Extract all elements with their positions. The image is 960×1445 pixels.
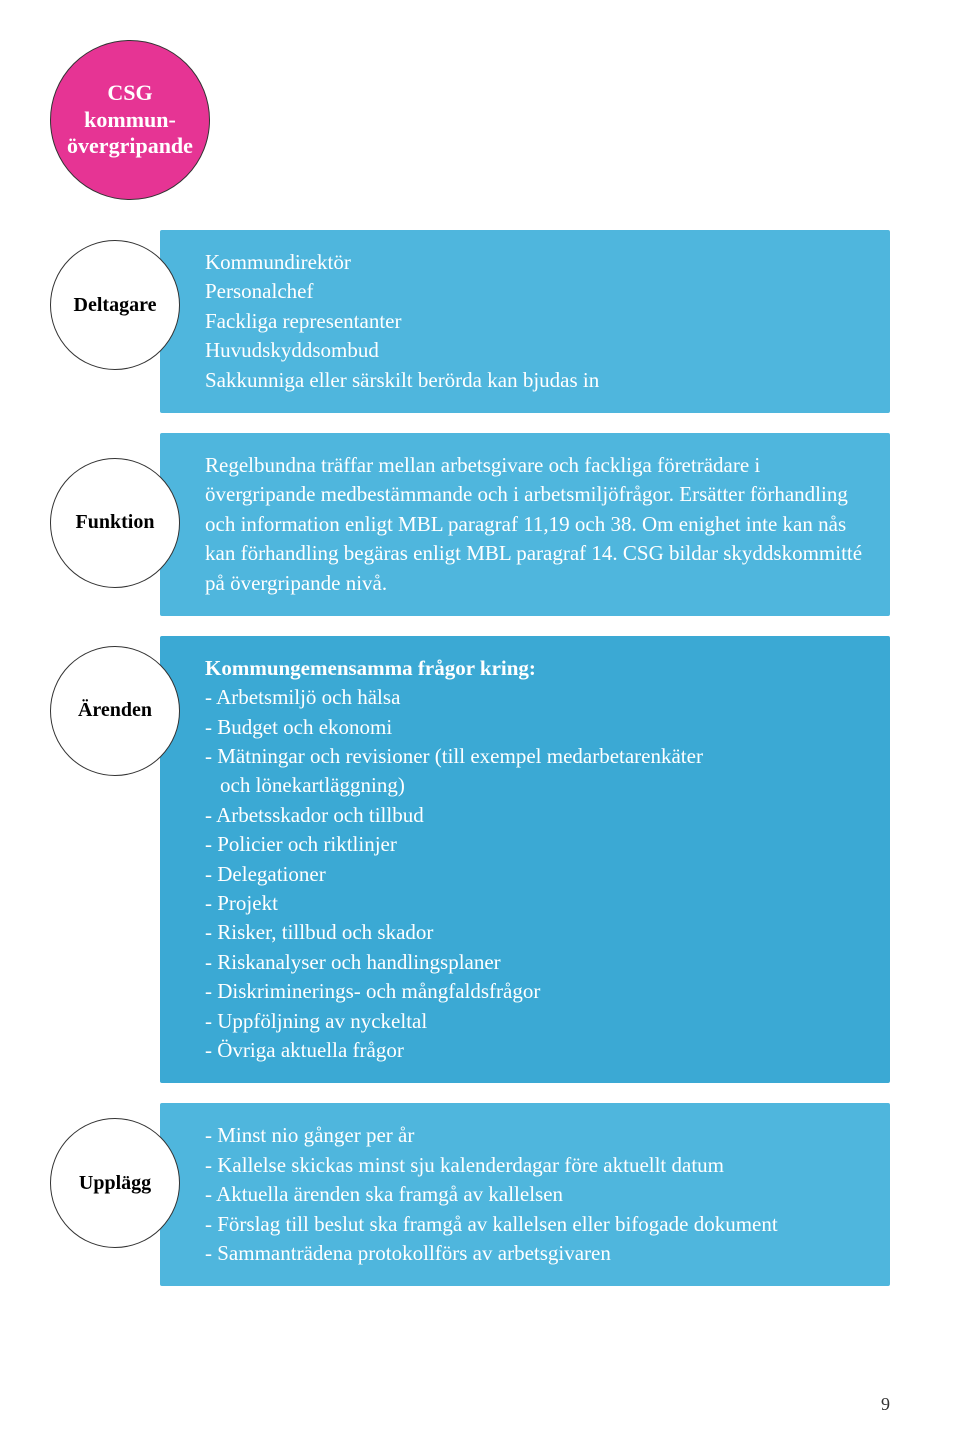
upplagg-item: Kallelse skickas minst sju kalenderdagar…: [205, 1151, 865, 1180]
arenden-item: Mätningar och revisioner (till exempel m…: [205, 742, 865, 771]
header-line3: övergripande: [67, 133, 193, 159]
header-circle: CSG kommun- övergripande: [50, 40, 210, 200]
header-line2: kommun-: [84, 107, 176, 133]
deltagare-line: Huvudskyddsombud: [205, 336, 865, 365]
arenden-item: Policier och riktlinjer: [205, 830, 865, 859]
label-text: Upplägg: [79, 1172, 151, 1195]
deltagare-line: Personalchef: [205, 277, 865, 306]
deltagare-line: Sakkunniga eller särskilt berörda kan bj…: [205, 366, 865, 395]
arenden-item: Arbetsskador och tillbud: [205, 801, 865, 830]
section-deltagare: Deltagare KommundirektörPersonalchefFack…: [50, 230, 890, 413]
label-funktion: Funktion: [50, 458, 180, 588]
content-deltagare: KommundirektörPersonalchefFackliga repre…: [160, 230, 890, 413]
section-arenden: Ärenden Kommungemensamma frågor kring:Ar…: [50, 636, 890, 1083]
upplagg-item: Minst nio gånger per år: [205, 1121, 865, 1150]
label-arenden: Ärenden: [50, 646, 180, 776]
upplagg-item: Förslag till beslut ska framgå av kallel…: [205, 1210, 865, 1239]
arenden-heading: Kommungemensamma frågor kring:: [205, 654, 865, 683]
deltagare-line: Kommundirektör: [205, 248, 865, 277]
arenden-item: Uppföljning av nyckeltal: [205, 1007, 865, 1036]
arenden-item-indent: och lönekartläggning): [205, 771, 865, 800]
arenden-item: Delegationer: [205, 860, 865, 889]
arenden-item: Riskanalyser och handlingsplaner: [205, 948, 865, 977]
arenden-item: Arbetsmiljö och hälsa: [205, 683, 865, 712]
label-text: Ärenden: [78, 699, 152, 722]
content-arenden: Kommungemensamma frågor kring:Arbetsmilj…: [160, 636, 890, 1083]
arenden-item: Budget och ekonomi: [205, 713, 865, 742]
label-upplagg: Upplägg: [50, 1118, 180, 1248]
section-funktion: Funktion Regelbundna träffar mellan arbe…: [50, 433, 890, 616]
arenden-item: Diskriminerings- och mångfaldsfrågor: [205, 977, 865, 1006]
content-funktion: Regelbundna träffar mellan arbetsgivare …: [160, 433, 890, 616]
label-deltagare: Deltagare: [50, 240, 180, 370]
upplagg-item: Aktuella ärenden ska framgå av kallelsen: [205, 1180, 865, 1209]
deltagare-line: Fackliga representanter: [205, 307, 865, 336]
content-upplagg: Minst nio gånger per årKallelse skickas …: [160, 1103, 890, 1286]
arenden-item: Övriga aktuella frågor: [205, 1036, 865, 1065]
label-text: Deltagare: [74, 294, 157, 317]
page-number: 9: [881, 1394, 890, 1415]
arenden-item: Risker, tillbud och skador: [205, 918, 865, 947]
upplagg-item: Sammanträdena protokollförs av arbetsgiv…: [205, 1239, 865, 1268]
header-line1: CSG: [107, 80, 152, 106]
arenden-item: Projekt: [205, 889, 865, 918]
funktion-text: Regelbundna träffar mellan arbetsgivare …: [205, 453, 862, 595]
label-text: Funktion: [76, 511, 155, 534]
section-upplagg: Upplägg Minst nio gånger per årKallelse …: [50, 1103, 890, 1286]
